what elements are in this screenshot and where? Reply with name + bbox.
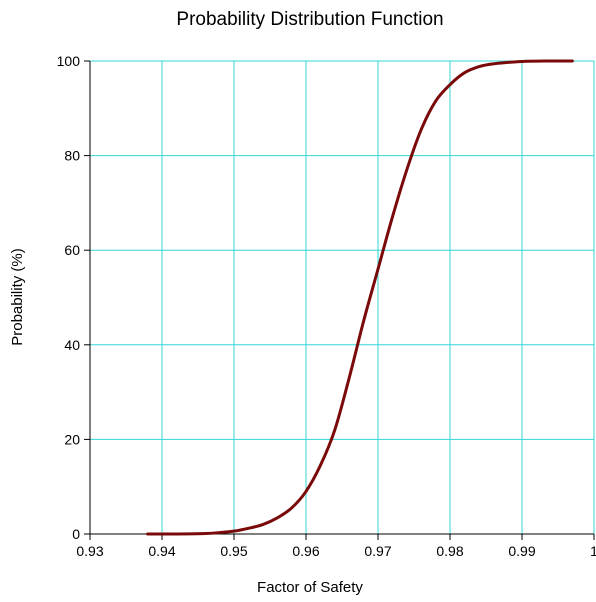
y-tick-label-2: 40	[64, 337, 80, 353]
x-tick-label-2: 0.95	[220, 543, 247, 559]
x-tick-label-3: 0.96	[292, 543, 319, 559]
axes	[84, 60, 595, 540]
grid-lines	[90, 60, 595, 534]
y-tick-label-3: 60	[64, 242, 80, 258]
x-tick-label-4: 0.97	[364, 543, 391, 559]
y-axis-label: Probability (%)	[9, 248, 26, 346]
x-tick-label-7: 1	[590, 543, 596, 559]
x-axis-label: Factor of Safety	[257, 579, 363, 596]
x-tick-label-0: 0.93	[76, 543, 103, 559]
x-tick-label-5: 0.98	[436, 543, 463, 559]
y-tick-label-0: 0	[72, 526, 80, 542]
cdf-series-line	[146, 59, 574, 536]
x-tick-label-1: 0.94	[148, 543, 175, 559]
x-tick-label-6: 0.99	[508, 543, 535, 559]
chart-title: Probability Distribution Function	[176, 9, 443, 30]
y-tick-label-1: 20	[64, 431, 80, 447]
y-tick-label-5: 100	[57, 53, 81, 69]
y-tick-label-4: 80	[64, 148, 80, 164]
x-tick-labels: 0.93 0.94 0.95 0.96 0.97 0.98 0.99 1	[76, 543, 596, 559]
y-tick-labels: 0 20 40 60 80 100	[57, 53, 81, 542]
